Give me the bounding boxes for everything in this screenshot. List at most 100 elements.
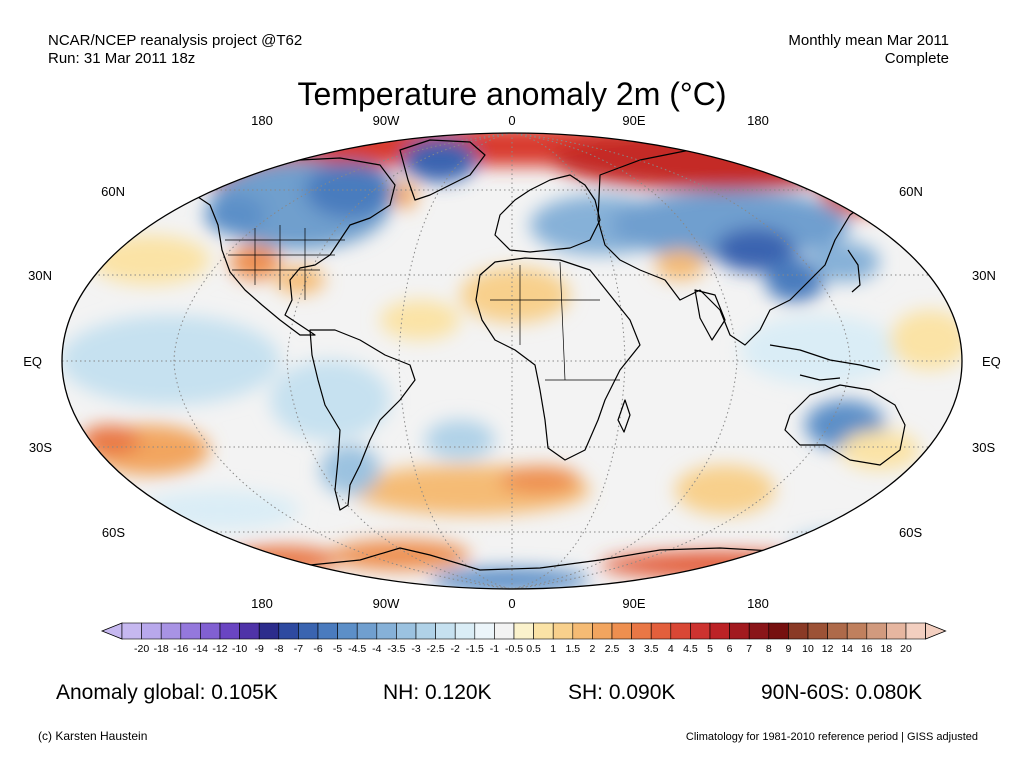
lon-label-top: 90W: [373, 113, 400, 128]
header-right: Monthly mean Mar 2011 Complete: [788, 32, 949, 68]
colorbar-tick-label: 16: [861, 643, 873, 655]
colorbar-tick-label: -3.5: [387, 643, 405, 655]
colorbar-tick-label: 3.5: [644, 643, 659, 655]
colorbar: -20 -18 -16 -14 -12 -10 -9 -8 -7 -6 -5 -4.5 -4 -3.5 -3…: [100, 622, 947, 655]
colorbar-tick-label: -14: [193, 643, 208, 655]
colorbar-tick-label: 10: [802, 643, 814, 655]
colorbar-cell: [454, 622, 476, 640]
lat-label-right: 30S: [972, 440, 995, 455]
colorbar-tick-label: -6: [313, 643, 322, 655]
colorbar-tick-label: -16: [173, 643, 188, 655]
colorbar-cell: [533, 622, 554, 640]
colorbar-cell: [729, 622, 750, 640]
lat-label-left: 30S: [29, 440, 52, 455]
colorbar-cell: [200, 622, 221, 640]
colorbar-cell: [748, 622, 770, 640]
stat-sh: SH: 0.090K: [568, 681, 676, 704]
colorbar-tick-label: -7: [294, 643, 303, 655]
stat-nh: NH: 0.120K: [383, 681, 492, 704]
colorbar-tick-label: 18: [881, 643, 893, 655]
lat-label-right: 60S: [899, 525, 922, 540]
colorbar-tick-label: 12: [822, 643, 834, 655]
stat-global: Anomaly global: 0.105K: [56, 681, 278, 704]
colorbar-tick-label: 5: [707, 643, 713, 655]
colorbar-tick-label: -9: [255, 643, 264, 655]
colorbar-cell: [435, 622, 456, 640]
lat-label-left: 30N: [28, 268, 52, 283]
colorbar-cell: [494, 622, 515, 640]
colorbar-cell: [298, 622, 319, 640]
lon-label-bottom: 0: [508, 596, 515, 611]
colorbar-tick-label: 0.5: [526, 643, 541, 655]
colorbar-cell: [376, 622, 397, 640]
lon-label-top: 90E: [622, 113, 645, 128]
status-label: Complete: [884, 50, 949, 67]
graticule: [62, 133, 962, 589]
lon-label-bottom: 180: [747, 596, 769, 611]
colorbar-cell: [650, 622, 672, 640]
map-title: Temperature anomaly 2m (°C): [297, 76, 727, 112]
colorbar-cell: [631, 622, 652, 640]
colorbar-cell: [788, 622, 809, 640]
colorbar-tick-label: 3: [629, 643, 635, 655]
colorbar-tick-label: -2.5: [427, 643, 445, 655]
colorbar-cell: [709, 622, 730, 640]
colorbar-tick-label: -10: [232, 643, 247, 655]
colorbar-cell: [258, 622, 280, 640]
colorbar-tick-label: 4: [668, 643, 674, 655]
colorbar-cell: [827, 622, 848, 640]
project-label: NCAR/NCEP reanalysis project @T62: [48, 32, 303, 49]
colorbar-tick-label: 8: [766, 643, 772, 655]
colorbar-tick-label: -18: [154, 643, 169, 655]
colorbar-tick-label: -8: [274, 643, 283, 655]
colorbar-cell: [396, 622, 417, 640]
colorbar-tick-label: 14: [841, 643, 853, 655]
colorbar-tick-label: 20: [900, 643, 912, 655]
colorbar-cell: [846, 622, 868, 640]
colorbar-tick-label: 1.5: [565, 643, 580, 655]
colorbar-tick-label: 2.5: [605, 643, 620, 655]
lat-label-right: 30N: [972, 268, 996, 283]
lat-label-right: EQ: [982, 354, 1001, 369]
colorbar-arrow-right: [925, 622, 947, 640]
colorbar-tick-label: -1: [490, 643, 499, 655]
colorbar-cell: [474, 622, 495, 640]
colorbar-tick-label: 6: [727, 643, 733, 655]
colorbar-cell: [611, 622, 632, 640]
colorbar-tick-label: -5: [333, 643, 342, 655]
colorbar-tick-label: 9: [785, 643, 791, 655]
colorbar-tick-label: -0.5: [505, 643, 523, 655]
globe-outline: [61, 132, 963, 590]
climatology-note: Climatology for 1981-2010 reference peri…: [685, 731, 978, 743]
colorbar-cell: [356, 622, 378, 640]
colorbar-cell: [768, 622, 789, 640]
stat-polar: 90N-60S: 0.080K: [761, 681, 923, 704]
lon-label-top: 0: [508, 113, 515, 128]
colorbar-cell: [513, 622, 534, 640]
lat-label-left: 60N: [101, 184, 125, 199]
colorbar-tick-label: -4.5: [348, 643, 366, 655]
colorbar-cell: [690, 622, 711, 640]
lon-label-top: 180: [747, 113, 769, 128]
colorbar-cell: [317, 622, 338, 640]
colorbar-cell: [572, 622, 593, 640]
colorbar-cell: [180, 622, 201, 640]
colorbar-cell: [160, 622, 182, 640]
colorbar-cell: [219, 622, 240, 640]
colorbar-tick-label: -3: [411, 643, 420, 655]
run-label: Run: 31 Mar 2011 18z: [48, 50, 196, 67]
lon-label-bottom: 90E: [622, 596, 645, 611]
colorbar-cell: [866, 622, 887, 640]
period-label: Monthly mean Mar 2011: [788, 32, 949, 49]
lon-label-bottom: 90W: [373, 596, 400, 611]
colorbar-cell: [121, 622, 142, 640]
header-left: NCAR/NCEP reanalysis project @T62 Run: 3…: [48, 32, 302, 68]
colorbar-tick-label: -2: [451, 643, 460, 655]
lat-label-left: EQ: [23, 354, 42, 369]
lon-label-bottom: 180: [251, 596, 273, 611]
colorbar-tick-label: 2: [589, 643, 595, 655]
colorbar-cell: [886, 622, 907, 640]
colorbar-cell: [278, 622, 299, 640]
colorbar-tick-label: 1: [550, 643, 556, 655]
colorbar-tick-label: 4.5: [683, 643, 698, 655]
